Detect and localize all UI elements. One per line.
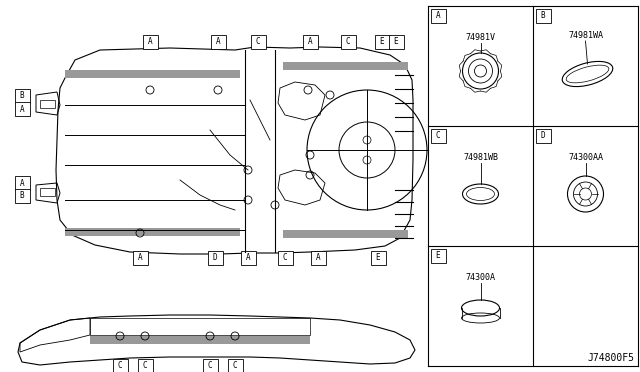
FancyBboxPatch shape bbox=[227, 359, 243, 372]
Text: A: A bbox=[436, 12, 440, 20]
Text: A: A bbox=[20, 179, 24, 187]
Text: 74981WA: 74981WA bbox=[568, 32, 603, 41]
Text: C: C bbox=[233, 362, 237, 371]
Text: C: C bbox=[346, 38, 350, 46]
FancyBboxPatch shape bbox=[431, 249, 445, 263]
Text: A: A bbox=[20, 105, 24, 113]
Text: B: B bbox=[20, 192, 24, 201]
FancyBboxPatch shape bbox=[310, 251, 326, 265]
FancyBboxPatch shape bbox=[15, 89, 29, 103]
Text: A: A bbox=[308, 38, 312, 46]
Bar bbox=[40, 188, 55, 196]
FancyBboxPatch shape bbox=[15, 102, 29, 116]
FancyBboxPatch shape bbox=[536, 129, 550, 143]
Bar bbox=[90, 336, 310, 344]
Text: A: A bbox=[316, 253, 320, 263]
Text: C: C bbox=[436, 131, 440, 141]
FancyBboxPatch shape bbox=[303, 35, 317, 49]
Text: B: B bbox=[20, 92, 24, 100]
FancyBboxPatch shape bbox=[207, 251, 223, 265]
FancyBboxPatch shape bbox=[241, 251, 255, 265]
FancyBboxPatch shape bbox=[278, 251, 292, 265]
FancyBboxPatch shape bbox=[113, 359, 127, 372]
Text: E: E bbox=[376, 253, 380, 263]
Text: C: C bbox=[256, 38, 260, 46]
FancyBboxPatch shape bbox=[388, 35, 403, 49]
Bar bbox=[283, 62, 408, 70]
Text: C: C bbox=[143, 362, 147, 371]
Text: A: A bbox=[148, 38, 152, 46]
Text: 74981WB: 74981WB bbox=[463, 154, 498, 163]
FancyBboxPatch shape bbox=[374, 35, 390, 49]
Text: A: A bbox=[138, 253, 142, 263]
FancyBboxPatch shape bbox=[138, 359, 152, 372]
Text: D: D bbox=[541, 131, 545, 141]
FancyBboxPatch shape bbox=[536, 9, 550, 23]
Bar bbox=[65, 228, 240, 236]
Text: D: D bbox=[212, 253, 218, 263]
FancyBboxPatch shape bbox=[202, 359, 218, 372]
FancyBboxPatch shape bbox=[431, 9, 445, 23]
Text: J74800F5: J74800F5 bbox=[587, 353, 634, 363]
Text: A: A bbox=[216, 38, 220, 46]
Text: 74981V: 74981V bbox=[465, 33, 495, 42]
FancyBboxPatch shape bbox=[371, 251, 385, 265]
FancyBboxPatch shape bbox=[431, 129, 445, 143]
Text: A: A bbox=[246, 253, 250, 263]
Text: C: C bbox=[118, 362, 122, 371]
Text: 74300AA: 74300AA bbox=[568, 154, 603, 163]
Text: E: E bbox=[380, 38, 384, 46]
Bar bbox=[283, 230, 408, 238]
FancyBboxPatch shape bbox=[15, 189, 29, 203]
FancyBboxPatch shape bbox=[340, 35, 355, 49]
FancyBboxPatch shape bbox=[211, 35, 225, 49]
Text: E: E bbox=[436, 251, 440, 260]
FancyBboxPatch shape bbox=[250, 35, 266, 49]
Bar bbox=[65, 70, 240, 78]
Bar bbox=[40, 100, 55, 108]
FancyBboxPatch shape bbox=[132, 251, 147, 265]
Text: B: B bbox=[541, 12, 545, 20]
Text: 74300A: 74300A bbox=[465, 273, 495, 282]
Text: E: E bbox=[394, 38, 398, 46]
FancyBboxPatch shape bbox=[15, 176, 29, 190]
Text: C: C bbox=[208, 362, 212, 371]
FancyBboxPatch shape bbox=[143, 35, 157, 49]
Text: C: C bbox=[283, 253, 287, 263]
